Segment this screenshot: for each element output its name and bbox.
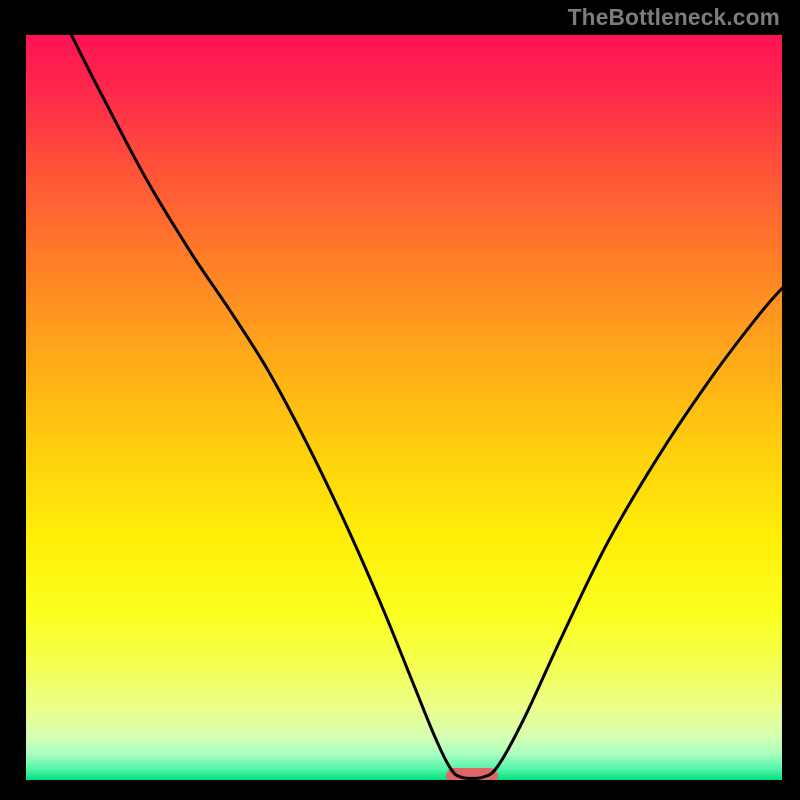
- bottleneck-curve: [26, 35, 782, 780]
- chart-frame: { "watermark": { "text": "TheBottleneck.…: [0, 0, 800, 800]
- plot-area: [26, 35, 782, 780]
- watermark-text: TheBottleneck.com: [568, 4, 780, 31]
